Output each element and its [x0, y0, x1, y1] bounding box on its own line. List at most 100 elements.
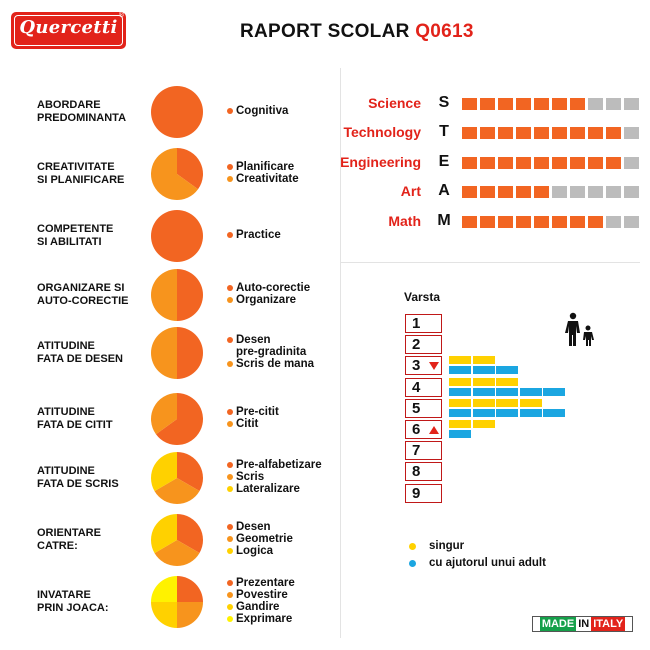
- row-label-line: CATRE:: [37, 540, 78, 552]
- age-block: [472, 377, 495, 386]
- row-label-line: PREDOMINANTA: [37, 112, 127, 124]
- pie-slice: [177, 452, 203, 491]
- pie-chart: [151, 86, 203, 138]
- age-legend-text: cu ajutorul unui adult: [429, 557, 546, 569]
- age-block: [449, 398, 471, 407]
- pie-legend: Practice: [227, 229, 281, 241]
- steam-segment: [480, 216, 495, 228]
- age-block: [496, 377, 518, 386]
- steam-segment: [624, 186, 639, 198]
- steam-segment: [552, 157, 567, 169]
- legend-dot: [227, 548, 233, 554]
- age-block: [496, 366, 518, 375]
- pie-chart: [151, 452, 203, 504]
- legend-text: Geometrie: [236, 533, 293, 545]
- steam-segment: [480, 157, 495, 169]
- pie-legend: Cognitiva: [227, 105, 288, 117]
- legend-dot: [227, 580, 233, 586]
- logo-frame: [14, 15, 123, 46]
- legend-text: Exprimare: [236, 613, 293, 625]
- steam-segment: [516, 98, 531, 110]
- age-cell: 7: [405, 441, 442, 461]
- legend-item: Logica: [227, 545, 293, 557]
- steam-segment: [606, 186, 621, 198]
- pie-slice: [177, 148, 203, 190]
- legend-item: Scris de mana: [227, 358, 314, 370]
- steam-segment: [516, 127, 531, 139]
- steam-segment: [516, 216, 531, 228]
- legend-dot: [227, 592, 233, 598]
- legend-item: Desen: [227, 521, 293, 533]
- legend-item: Creativitate: [227, 173, 299, 185]
- legend-dot: [227, 337, 233, 343]
- row-label: ORGANIZARE SI AUTO-CORECTIE: [37, 282, 147, 308]
- steam-segment: [534, 216, 549, 228]
- age-block: [449, 377, 471, 386]
- row-label: ATITUDINE FATA DE DESEN: [37, 340, 147, 366]
- legend-dot: [227, 616, 233, 622]
- pie-slice: [177, 327, 203, 379]
- legend-item: Practice: [227, 229, 281, 241]
- age-cell: 6: [405, 420, 442, 439]
- age-legend-text: singur: [429, 540, 465, 552]
- row-label-line: PRIN JOACA:: [37, 602, 109, 614]
- steam-label: Technology: [343, 124, 421, 140]
- row-label-line: FATA DE DESEN: [37, 353, 123, 365]
- legend-dot: [227, 604, 233, 610]
- made-in-italy-badge: MADE IN ITALY: [532, 616, 633, 632]
- steam-segment: [498, 216, 513, 228]
- logo-text: Quercetti: [19, 17, 118, 38]
- steam-segment: [516, 157, 531, 169]
- legend-dot: [227, 232, 233, 238]
- row-label: COMPETENTE SI ABILITATI: [37, 223, 147, 249]
- pie-legend: Planificare Creativitate: [227, 161, 299, 185]
- steam-segment: [588, 98, 603, 110]
- row-label-line: SI PLANIFICARE: [37, 174, 125, 186]
- steam-segment: [480, 127, 495, 139]
- legend-text: Gandire: [236, 601, 280, 613]
- steam-label: Math: [388, 213, 421, 229]
- legend-text: Desen: [236, 521, 271, 533]
- age-cell: 8: [405, 462, 442, 482]
- steam-segment: [534, 98, 549, 110]
- row-label-line: AUTO-CORECTIE: [37, 295, 129, 307]
- row-label-line: ATITUDINE: [37, 406, 95, 418]
- age-cell: 4: [405, 377, 442, 397]
- pie-slice: [151, 327, 177, 379]
- steam-segment: [570, 216, 585, 228]
- steam-letter: S: [438, 94, 450, 111]
- steam-letter: E: [438, 153, 450, 170]
- legend-dot: [227, 462, 233, 468]
- steam-segment: [588, 216, 603, 228]
- legend-item: Prezentare: [227, 577, 295, 589]
- pie-slice: [177, 514, 203, 553]
- age-block: [472, 398, 495, 407]
- steam-label: Art: [400, 183, 421, 199]
- age-block: [449, 420, 471, 428]
- legend-text: Cognitiva: [236, 105, 289, 117]
- row-label-line: ATITUDINE: [37, 465, 95, 477]
- age-block: [519, 408, 542, 417]
- steam-segment: [552, 186, 567, 198]
- legend-dot: [227, 297, 233, 303]
- age-title: Varsta: [404, 290, 441, 304]
- steam-segment: [534, 157, 549, 169]
- pie-legend: Desen Geometrie Logica: [227, 521, 293, 557]
- row-label-line: FATA DE SCRIS: [37, 478, 119, 490]
- steam-segment: [498, 98, 513, 110]
- steam-segment: [480, 98, 495, 110]
- pie-slice: [151, 514, 177, 554]
- legend-text: Povestire: [236, 589, 288, 601]
- age-block: [472, 366, 495, 375]
- steam-segment: [534, 186, 549, 198]
- steam-segment: [606, 216, 621, 228]
- steam-segment: [462, 216, 477, 228]
- legend-text: Creativitate: [236, 173, 299, 185]
- registered-mark: ®: [118, 12, 124, 19]
- legend-item: Geometrie: [227, 533, 293, 545]
- steam-segment: [570, 127, 585, 139]
- row-label-line: CREATIVITATE: [37, 161, 115, 173]
- steam-letter: A: [438, 182, 450, 199]
- age-cell: 2: [405, 335, 442, 355]
